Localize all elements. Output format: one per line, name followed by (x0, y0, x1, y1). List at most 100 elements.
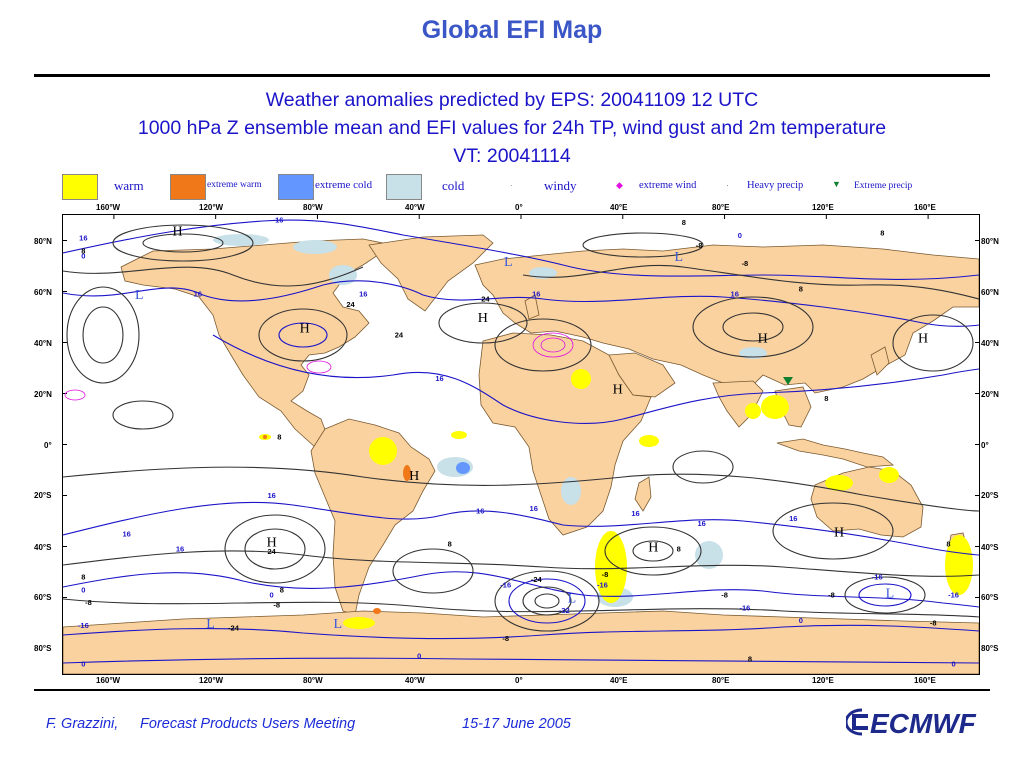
contour-value-label: -16 (597, 580, 608, 589)
extreme-precip-triangle (783, 377, 793, 385)
contour-value-label: 0 (81, 585, 85, 594)
lon-label-top: 40°E (610, 203, 628, 212)
cold-anomaly (529, 267, 557, 279)
extreme-cold-label: extreme cold (315, 179, 373, 191)
low-pressure-label: L (334, 617, 343, 632)
warm-swatch (62, 174, 98, 200)
contour-value-label: 0 (270, 591, 274, 600)
lon-label-top: 0° (515, 203, 523, 212)
extreme-precip-triangle-icon: ▼ (832, 179, 841, 189)
lon-label-bottom: 40°E (610, 676, 628, 685)
map-heading-line3: VT: 20041114 (453, 145, 571, 167)
contour-value-label: -16 (78, 621, 89, 630)
extreme-warm-swatch (170, 174, 206, 200)
japan-land (870, 346, 890, 376)
bottom-divider (34, 689, 990, 691)
ecmwf-logo: ECMWF (846, 708, 977, 739)
lat-label-right: 80°N (981, 237, 999, 246)
contour-value-label: 8 (946, 540, 950, 549)
contour-value-label: 24 (267, 547, 276, 556)
lat-label-left: 60°S (34, 593, 52, 602)
contour-value-label: -16 (500, 580, 511, 589)
warm-anomaly (595, 531, 627, 603)
lon-label-bottom: 160°E (914, 676, 936, 685)
lat-label-left: 60°N (34, 288, 52, 297)
contour-value-label: 0 (738, 231, 742, 240)
slide-title: Global EFI Map (421, 16, 603, 44)
contour-value-label: -8 (696, 241, 703, 250)
warm-anomaly (745, 403, 761, 419)
lat-label-left: 40°S (34, 543, 52, 552)
warm-anomaly (571, 369, 591, 389)
lon-label-top: 120°E (812, 203, 834, 212)
contour-value-label: 16 (359, 290, 367, 299)
heavy-precip-label: Heavy precip (747, 180, 804, 191)
extreme-cold-anomaly (456, 462, 470, 474)
lon-label-bottom: 160°W (96, 676, 121, 685)
warm-label: warm (114, 178, 144, 193)
low-pressure-label: L (674, 250, 683, 265)
map-heading-line1: Weather anomalies predicted by EPS: 2004… (265, 89, 759, 111)
map-legend: warm extreme warm extreme cold cold · wi… (62, 172, 982, 200)
contour-value-label: -8 (828, 591, 835, 600)
lon-label-bottom: 80°W (303, 676, 323, 685)
lat-label-right: 40°S (981, 543, 999, 552)
contour-value-label: 8 (280, 585, 284, 594)
high-pressure-label: H (834, 525, 844, 540)
lat-label-left: 20°S (34, 491, 52, 500)
contour-value-label: 8 (81, 573, 85, 582)
contour-value-label: 8 (799, 285, 803, 294)
lon-label-top: 80°W (303, 203, 323, 212)
high-pressure-label: H (172, 224, 182, 239)
contour-value-label: 24 (481, 295, 490, 304)
contour-value-label: -8 (742, 259, 749, 268)
contour-value-label: 8 (824, 394, 828, 403)
windy-label: windy (544, 178, 577, 193)
lat-label-right: 20°N (981, 390, 999, 399)
high-pressure-label: H (918, 332, 928, 347)
extreme-wind-areas (64, 332, 574, 401)
contour-value-label: -8 (721, 591, 728, 600)
low-pressure-label: L (886, 587, 895, 602)
high-pressure-label: H (300, 321, 310, 336)
windy-dot-icon: · (510, 180, 513, 190)
high-pressure-label: H (478, 311, 488, 326)
warm-anomaly (451, 431, 467, 439)
contour-value-label: 8 (81, 246, 85, 255)
contour-value-label: 24 (346, 300, 355, 309)
cold-swatch (386, 174, 422, 200)
lon-label-top: 160°E (914, 203, 936, 212)
anomaly-shading (213, 234, 973, 629)
antarctica-land (63, 610, 979, 674)
contour-value-label: 16 (435, 374, 443, 383)
high-pressure-label: H (758, 332, 768, 347)
footer-author: F. Grazzini, (46, 716, 119, 732)
ecmwf-logo-text: ECMWF (870, 708, 977, 739)
contour-value-label: -16 (739, 603, 750, 612)
footer-dates: 15-17 June 2005 (462, 716, 571, 732)
contour-value-label: 16 (731, 290, 739, 299)
arabia-land (608, 352, 676, 398)
lat-label-left: 80°N (34, 237, 52, 246)
low-pressure-label: L (504, 255, 513, 270)
africa-land (478, 332, 652, 536)
contour-value-label: 0 (81, 251, 85, 260)
low-pressure-label: L (568, 592, 577, 607)
contour-value-label: 8 (677, 545, 681, 554)
extreme-cold-swatch (278, 174, 314, 200)
contour-value-label: 16 (789, 514, 797, 523)
lon-label-bottom: 80°E (712, 676, 730, 685)
cold-label: cold (442, 178, 465, 193)
contour-value-label: 0 (417, 652, 421, 661)
warm-anomaly (343, 617, 375, 629)
lat-label-left: 0° (44, 441, 52, 450)
extreme-warm-anomaly (373, 608, 381, 614)
high-pressure-label: H (409, 469, 419, 484)
lat-label-right: 60°S (981, 593, 999, 602)
lat-label-right: 80°S (981, 644, 999, 653)
cold-anomaly (561, 477, 581, 505)
warm-anomaly (761, 395, 789, 419)
high-pressure-label: H (613, 383, 623, 398)
contour-value-label: 8 (880, 228, 884, 237)
contour-value-label: 16 (532, 290, 540, 299)
